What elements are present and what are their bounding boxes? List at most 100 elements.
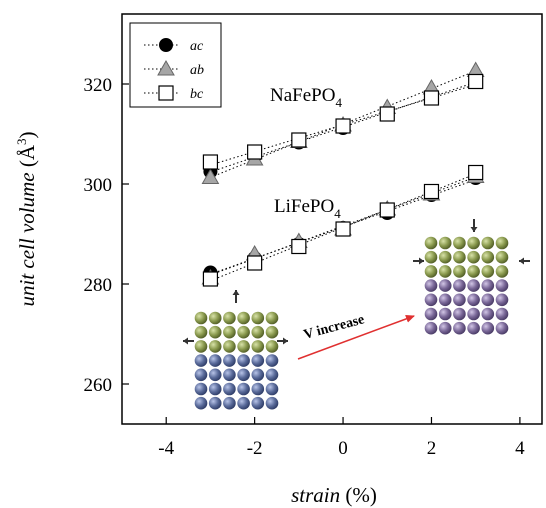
lattice-sphere: [467, 250, 480, 264]
lattice-sphere: [453, 236, 466, 250]
data-point-nafepo4-bc: [423, 90, 440, 106]
legend: ac ab bc: [129, 22, 222, 108]
lattice-sphere: [265, 325, 279, 339]
data-point-nafepo4-bc: [468, 73, 484, 90]
data-point-lifepo4-bc: [423, 183, 440, 200]
lattice-sphere: [467, 307, 480, 321]
strain-arrow-inward-right-head: [519, 257, 524, 265]
lattice-sphere: [237, 382, 250, 396]
legend-label-ac: ac: [190, 39, 204, 54]
lattice-sphere: [251, 354, 265, 367]
lattice-sphere: [424, 321, 438, 335]
data-point-lifepo4-bc: [379, 202, 395, 218]
lattice-sphere: [223, 396, 236, 410]
strain-arrow-right-head: [283, 337, 288, 345]
data-point-nafepo4-ab: [201, 168, 220, 184]
x-axis-tick-labels: -4 -2 0 2 4: [158, 438, 525, 459]
v-increase-label: V increase: [302, 312, 366, 343]
lattice-sphere: [194, 311, 208, 325]
data-point-lifepo4-bc: [335, 221, 351, 237]
lattice-sphere: [453, 307, 466, 321]
lattice-sphere: [481, 307, 495, 321]
lattice-sphere: [438, 250, 452, 264]
lattice-sphere: [424, 265, 438, 278]
lattice-sphere: [467, 279, 480, 292]
y-tick-label: 260: [84, 375, 113, 396]
lattice-sphere: [194, 325, 208, 339]
lattice-sphere: [495, 236, 509, 250]
lattice-sphere: [223, 340, 236, 353]
lattice-sphere: [251, 340, 265, 353]
lattice-sphere: [265, 340, 279, 353]
legend-label-ab: ab: [190, 63, 204, 78]
data-markers: [201, 61, 485, 287]
lattice-sphere: [453, 265, 466, 278]
legend-box: [129, 22, 222, 108]
lattice-sphere: [194, 396, 208, 410]
y-axis-title: unit cell volume (Å3): [14, 131, 39, 306]
lattice-sphere: [495, 321, 509, 335]
y-axis-ticks: [122, 83, 129, 385]
data-point-lifepo4-bc: [468, 164, 484, 181]
lattice-sphere: [208, 311, 222, 325]
plot-frame: [121, 13, 543, 425]
lattice-sphere: [208, 396, 222, 410]
lattice-sphere: [237, 396, 250, 410]
lattice-sphere: [453, 321, 466, 335]
lattice-sphere: [223, 382, 236, 396]
x-tick-label: -2: [247, 438, 263, 459]
lattice-sphere: [251, 396, 265, 410]
x-axis-title: strain (%): [291, 483, 377, 507]
data-point-lifepo4-bc: [202, 271, 219, 287]
lattice-sphere: [424, 307, 438, 321]
compound-label-nafepo4: NaFePO4: [270, 85, 342, 110]
right-lattice-illustration: [413, 219, 530, 335]
lattice-sphere: [438, 321, 452, 335]
lattice-sphere: [424, 279, 438, 292]
y-tick-label: 280: [84, 275, 113, 296]
lattice-sphere: [495, 250, 509, 264]
lattice-sphere: [481, 236, 495, 250]
lattice-sphere: [438, 236, 452, 250]
x-axis-ticks: [165, 417, 521, 424]
lattice-sphere: [237, 340, 250, 353]
y-axis-tick-labels: 260 280 300 320: [84, 75, 113, 396]
data-point-lifepo4-bc: [291, 238, 307, 255]
x-tick-label: -4: [158, 438, 174, 459]
lattice-sphere: [467, 236, 480, 250]
compound-label-lifepo4: LiFePO4: [274, 196, 341, 221]
lattice-sphere: [208, 368, 222, 382]
lattice-sphere: [481, 293, 495, 307]
lattice-sphere: [467, 293, 480, 307]
data-point-lifepo4-bc: [247, 255, 263, 271]
legend-marker-ab: [157, 59, 175, 76]
lattice-sphere: [237, 325, 250, 339]
lattice-sphere: [424, 250, 438, 264]
lattice-sphere: [438, 307, 452, 321]
lattice-sphere: [438, 265, 452, 278]
lattice-sphere: [424, 293, 438, 307]
lattice-sphere: [208, 325, 222, 339]
lattice-sphere: [194, 382, 208, 396]
lattice-sphere: [481, 321, 495, 335]
y-tick-label: 320: [84, 75, 113, 96]
lattice-sphere: [453, 279, 466, 292]
y-tick-label: 300: [84, 175, 113, 196]
lattice-sphere: [194, 368, 208, 382]
lattice-sphere: [265, 368, 279, 382]
lattice-sphere: [223, 368, 236, 382]
lattice-sphere: [237, 354, 250, 367]
lattice-sphere: [208, 340, 222, 353]
data-point-nafepo4-bc: [202, 154, 219, 170]
x-tick-label: 0: [338, 438, 348, 459]
lattice-sphere: [251, 382, 265, 396]
v-increase-arrow: [297, 315, 415, 360]
lattice-sphere: [481, 250, 495, 264]
left-lattice-illustration: [183, 290, 288, 410]
lattice-sphere: [438, 279, 452, 292]
legend-label-bc: bc: [190, 87, 204, 102]
data-point-nafepo4-bc: [379, 106, 395, 122]
lattice-sphere: [251, 325, 265, 339]
lattice-sphere: [438, 293, 452, 307]
